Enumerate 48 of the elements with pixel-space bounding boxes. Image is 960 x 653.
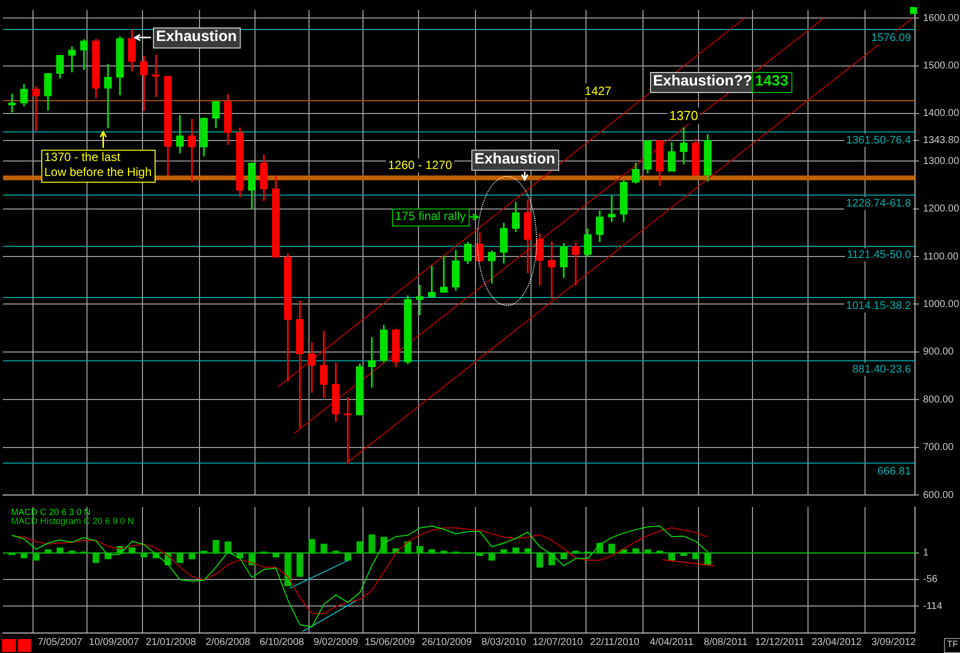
x-tick-label: 10/09/2007 <box>88 636 140 648</box>
annotation: 1370 <box>669 108 698 123</box>
x-tick-label: 2/06/2008 <box>206 636 251 648</box>
y-tick-label: 1200.00 <box>923 204 960 215</box>
ref-line-label: 1228.74-61.8 <box>846 198 911 210</box>
y-tick-label: 1343.80 <box>923 135 960 146</box>
ref-line-label: 1121.45-50.0 <box>846 248 911 261</box>
x-tick-label: 26/10/2009 <box>422 636 472 648</box>
ref-line-label: 1576.09 <box>871 32 911 44</box>
x-tick-label: 12/12/2011 <box>754 636 805 648</box>
x-tick-label: 9/02/2009 <box>314 636 359 648</box>
y-tick-label: 800.00 <box>923 394 954 406</box>
y-tick-label: -56 <box>923 574 938 586</box>
annotation: 1370 - the last Low before the High <box>44 150 152 180</box>
y-tick-label: 1 <box>923 548 929 559</box>
y-tick-label: 600.00 <box>923 490 954 501</box>
x-tick-label: 22/11/2010 <box>590 636 640 648</box>
ref-line-label: 1361.50-76.4 <box>846 134 911 146</box>
band-label: 1260 - 1270 <box>388 158 452 172</box>
x-tick-label: 6/10/2008 <box>260 636 305 648</box>
annotation: Exhaustion <box>156 28 237 46</box>
x-tick-label: 8/08/2011 <box>704 636 748 648</box>
x-tick-label: 15/06/2009 <box>364 636 416 648</box>
x-tick-label: 12/07/2010 <box>532 636 584 648</box>
y-tick-label: 700.00 <box>923 442 954 454</box>
y-tick-label: 900.00 <box>923 346 954 358</box>
x-tick-label: 23/04/2012 <box>812 636 862 648</box>
y-tick-label: 1500.00 <box>923 60 960 72</box>
annotation: Exhaustion <box>474 150 556 168</box>
ref-line-label: 1427 <box>584 84 612 98</box>
annotation: 1433 <box>755 72 788 90</box>
x-tick-label: 21/01/2008 <box>146 636 196 648</box>
y-tick-label: -114 <box>923 600 943 612</box>
y-tick-label: 1100.00 <box>923 251 959 262</box>
x-tick-label: 8/03/2010 <box>482 636 526 648</box>
x-tick-label: 7/05/2007 <box>38 636 83 648</box>
annotation: 175 final rally <box>395 208 466 223</box>
y-tick-label: 1300.00 <box>923 156 960 167</box>
text: TF <box>947 638 958 649</box>
ref-line-label: 1014.15-38.2 <box>846 300 911 312</box>
x-tick-label: 3/09/2012 <box>871 636 916 648</box>
y-tick-label: 1600.00 <box>923 12 960 24</box>
y-tick-label: 1000.00 <box>923 298 960 310</box>
x-tick-label: 4/04/2011 <box>650 636 694 648</box>
y-tick-label: 1400.00 <box>923 108 960 120</box>
ref-line-label: 881.40-23.6 <box>852 363 911 376</box>
ref-line-label: 666.81 <box>877 466 911 478</box>
annotation: Exhaustion?? <box>653 72 752 90</box>
